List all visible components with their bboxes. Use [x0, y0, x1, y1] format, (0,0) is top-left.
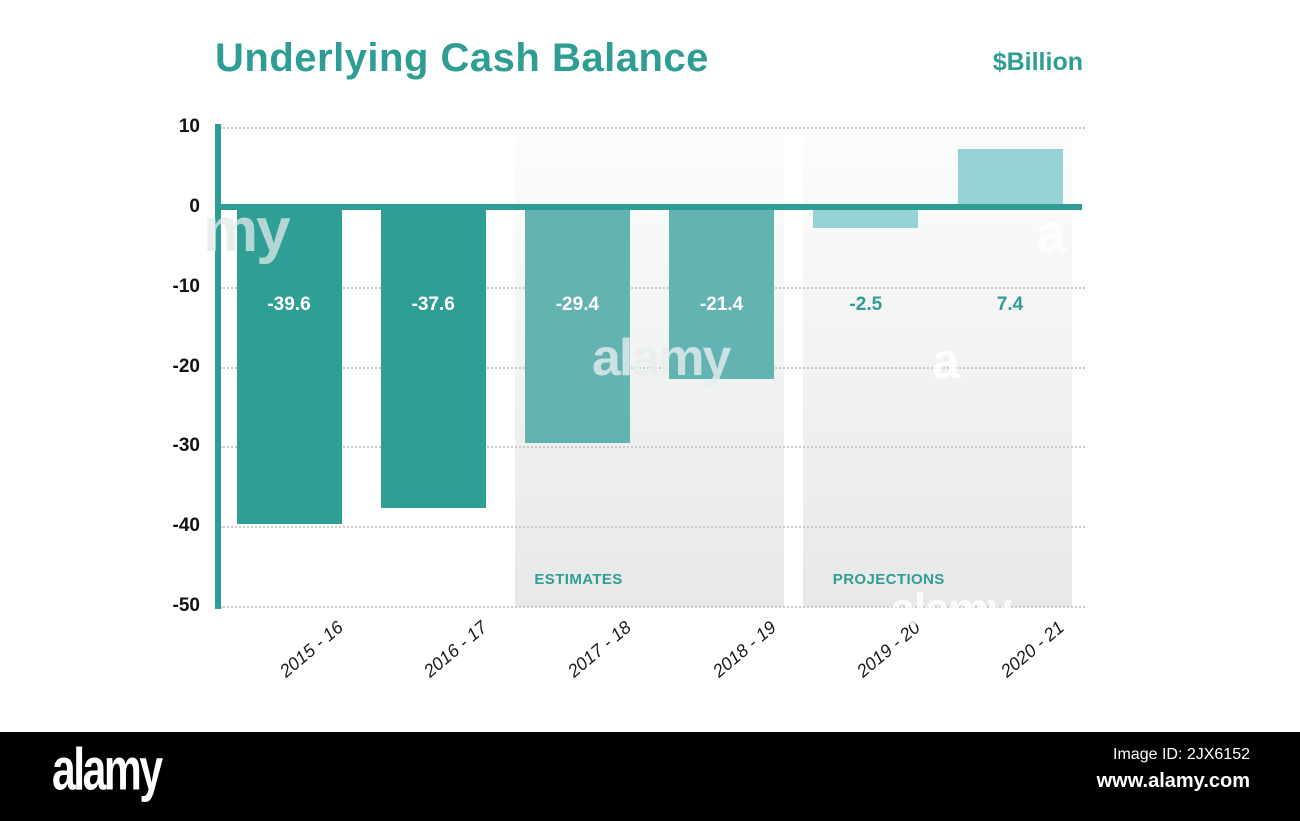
bar — [236, 207, 342, 524]
y-tick-label: -10 — [172, 275, 200, 297]
bar-value-label: -29.4 — [555, 294, 600, 315]
gridline — [220, 286, 1085, 289]
y-tick-label: -40 — [172, 515, 200, 537]
zero-baseline — [215, 203, 1082, 210]
bar — [957, 148, 1063, 208]
section-label: PROJECTIONS — [832, 571, 945, 588]
bar-value-label: -39.6 — [267, 294, 311, 315]
footer-info: Image ID: 2JX6152 www.alamy.com — [1097, 746, 1250, 793]
gridline — [220, 366, 1085, 369]
gridline — [220, 446, 1085, 449]
bar-value-label: 7.4 — [996, 294, 1024, 315]
x-category-label: 2016 - 17 — [419, 617, 492, 682]
x-category-label: 2020 - 21 — [996, 617, 1068, 682]
plot-area: ESTIMATES PROJECTIONS 10 0 -10 -20 -30 -40 -50 -3… — [173, 116, 1085, 681]
y-tick-label: -50 — [172, 595, 200, 616]
y-tick-label: 0 — [189, 195, 200, 217]
image-id-text: Image ID: 2JX6152 — [1113, 746, 1250, 763]
alamy-footer-bar: alamy Image ID: 2JX6152 www.alamy.com — [0, 732, 1300, 821]
section-label: ESTIMATES — [534, 571, 623, 588]
bar — [669, 207, 775, 379]
bar — [524, 207, 630, 443]
x-category-label: 2017 - 18 — [564, 617, 636, 682]
y-tick-label: -30 — [172, 435, 200, 457]
gridline — [220, 127, 1085, 129]
gridline — [220, 606, 1085, 608]
bar — [380, 207, 486, 508]
unit-label: $Billion — [992, 48, 1083, 76]
bar-value-label: -37.6 — [411, 294, 455, 315]
x-category-label: 2015 - 16 — [275, 617, 347, 682]
x-category-label: 2019 - 20 — [852, 617, 924, 682]
bar-value-label: -2.5 — [849, 294, 883, 315]
x-category-label: 2018 - 19 — [708, 617, 780, 682]
y-tick-label: 10 — [178, 116, 200, 137]
alamy-logo: alamy — [52, 736, 163, 804]
y-tick-label: -20 — [172, 355, 200, 377]
alamy-url-text: www.alamy.com — [1096, 770, 1250, 792]
gridline — [220, 526, 1085, 529]
bar — [813, 207, 919, 228]
bar-value-label: -21.4 — [699, 294, 744, 315]
y-axis-line — [215, 124, 221, 609]
chart-title: Underlying Cash Balance — [215, 36, 709, 80]
